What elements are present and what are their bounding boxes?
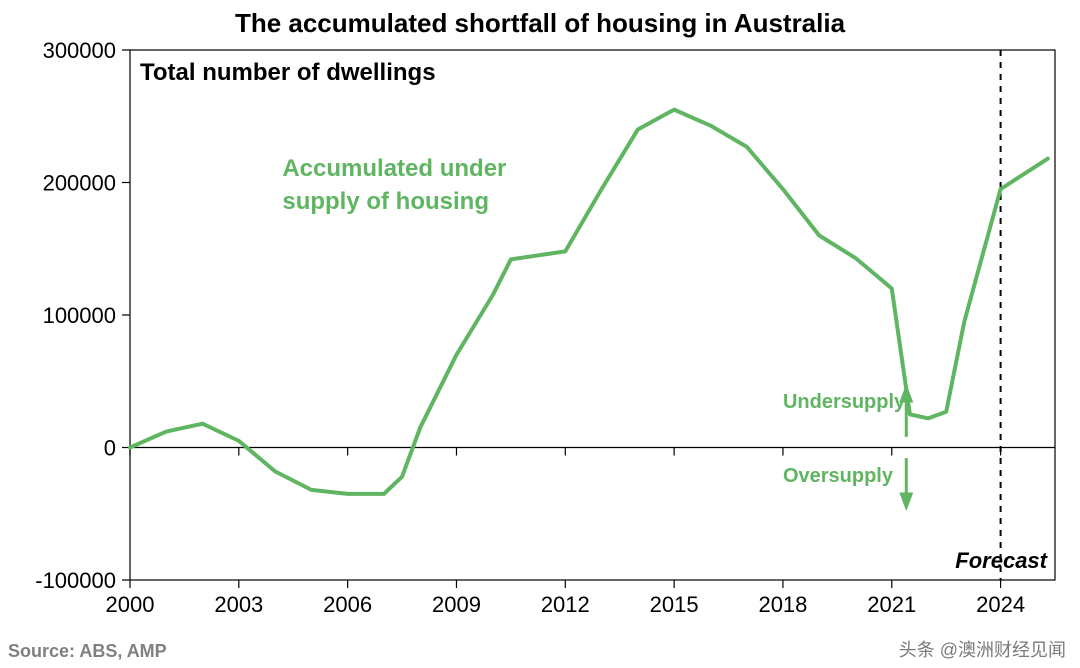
source-text: Source: ABS, AMP	[8, 641, 167, 662]
chart-container: The accumulated shortfall of housing in …	[0, 0, 1080, 668]
x-tick-label: 2024	[976, 592, 1025, 617]
undersupply-label: Undersupply	[783, 391, 906, 413]
x-tick-label: 2021	[867, 592, 916, 617]
chart-subtitle: Total number of dwellings	[140, 59, 436, 86]
watermark-text: 头条 @澳洲财经见闻	[899, 636, 1066, 662]
y-tick-label: 200000	[43, 171, 116, 196]
x-tick-label: 2018	[758, 592, 807, 617]
y-tick-label: 0	[104, 436, 116, 461]
data-line	[130, 110, 1048, 494]
y-tick-label: 100000	[43, 303, 116, 328]
x-tick-label: 2006	[323, 592, 372, 617]
x-tick-label: 2000	[106, 592, 155, 617]
x-tick-label: 2003	[214, 592, 263, 617]
x-tick-label: 2009	[432, 592, 481, 617]
forecast-label: Forecast	[955, 548, 1048, 573]
plot-border	[130, 50, 1055, 580]
y-tick-label: 300000	[43, 38, 116, 63]
series-label-line1: Accumulated under	[282, 155, 506, 182]
series-label-line2: supply of housing	[282, 188, 489, 215]
x-tick-label: 2015	[650, 592, 699, 617]
chart-svg: -100000 0 100000 200000 300000 2000 2003 2006 20…	[0, 0, 1080, 668]
y-tick-label: -100000	[35, 568, 116, 593]
oversupply-arrow-head	[899, 493, 913, 512]
oversupply-label: Oversupply	[783, 465, 894, 487]
x-tick-label: 2012	[541, 592, 590, 617]
